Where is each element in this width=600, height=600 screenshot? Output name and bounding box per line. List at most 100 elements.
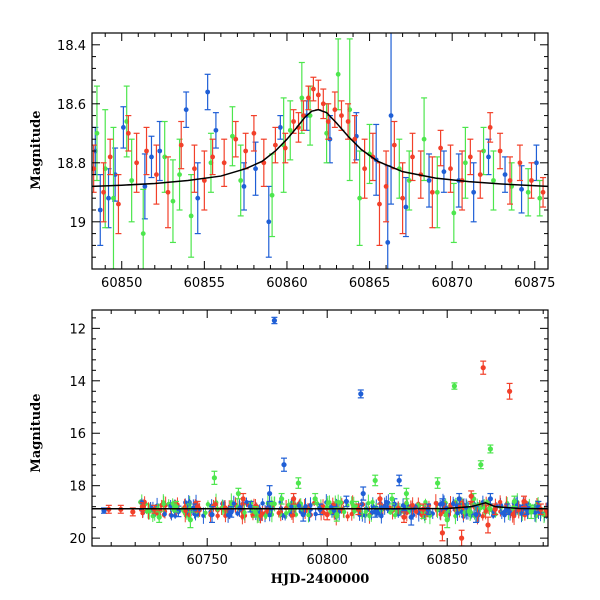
top-data-point (403, 204, 409, 210)
top-data-point (221, 160, 227, 166)
top-data-point (106, 195, 111, 201)
bottom-data-point (156, 514, 162, 520)
bottom-band-point (345, 514, 350, 519)
top-xtick-label: 60865 (349, 276, 390, 291)
top-data-point (170, 198, 176, 204)
top-data-point (299, 95, 305, 101)
top-data-point (230, 133, 235, 139)
top-data-point (481, 148, 486, 154)
top-data-point (525, 189, 531, 195)
bottom-data-point (468, 493, 474, 499)
top-data-point (243, 148, 249, 154)
bottom-band-point (455, 511, 460, 516)
top-data-point (477, 172, 483, 178)
bottom-data-point (451, 383, 457, 389)
top-data-point (410, 154, 415, 160)
top-data-point (177, 172, 182, 178)
top-plot-area (92, 33, 548, 269)
top-xtick-label: 60850 (101, 276, 142, 291)
top-data-point (188, 213, 194, 219)
bottom-band-point (140, 510, 145, 516)
top-data-point (491, 178, 496, 183)
top-data-point (487, 125, 493, 130)
bottom-frame (91, 309, 549, 547)
top-ytick-label: 18.6 (57, 98, 86, 113)
bottom-data-point (389, 496, 395, 502)
bottom-data-point (372, 509, 378, 515)
top-data-point (537, 195, 543, 201)
bottom-band-point (487, 506, 492, 511)
bottom-data-point (235, 490, 241, 497)
bottom-data-point (507, 388, 513, 394)
bottom-band-point (497, 499, 503, 505)
bottom-ytick-label: 20 (69, 532, 86, 547)
bottom-band-point (258, 513, 263, 519)
top-data-point (310, 86, 316, 92)
bottom-data-point (492, 506, 498, 512)
bottom-band-point (433, 500, 439, 506)
top-series-blue (92, 33, 540, 269)
bottom-band-point (296, 503, 302, 508)
bottom-data-point (187, 517, 193, 523)
bottom-band-point (269, 501, 275, 506)
bottom-band-point (423, 499, 428, 505)
top-data-point (451, 210, 457, 216)
bottom-band-point (289, 513, 295, 518)
bottom-data-point (401, 514, 407, 520)
bottom-data-point (487, 446, 493, 452)
top-ytick-label: 19 (69, 216, 86, 231)
bottom-plot-area (92, 316, 548, 546)
top-data-point (253, 166, 258, 172)
bottom-band-point (169, 513, 174, 518)
top-xtick-label: 60855 (184, 276, 225, 291)
top-data-point (486, 154, 491, 160)
top-data-point (448, 166, 453, 172)
bottom-data-point (528, 509, 534, 515)
bottom-xtick-label: 60750 (187, 553, 228, 568)
top-data-point (357, 195, 363, 201)
bottom-band-point (303, 503, 308, 509)
top-data-point (142, 184, 148, 189)
bottom-band-point (359, 502, 364, 507)
top-xtick-label: 60875 (514, 276, 555, 291)
bottom-ytick-label: 14 (69, 375, 86, 390)
top-data-point (269, 192, 275, 198)
top-data-point (291, 119, 296, 124)
top-data-point (205, 89, 211, 95)
top-data-point (534, 160, 539, 166)
top-data-point (400, 195, 406, 201)
bottom-data-point (521, 498, 527, 505)
top-data-point (157, 148, 163, 154)
top-data-point (320, 101, 326, 107)
bottom-data-point (252, 509, 258, 515)
bottom-band-point (231, 501, 236, 506)
top-data-point (120, 125, 126, 130)
top-data-point (391, 142, 397, 148)
top-data-point (335, 71, 341, 77)
bottom-xtick-label: 60850 (427, 553, 468, 568)
bottom-band-point (162, 511, 167, 517)
top-panel: Magnitude 60850 60855 60860 60865 60870 60875… (29, 32, 555, 291)
top-data-point (462, 160, 468, 166)
top-data-point (94, 130, 100, 136)
top-data-point (388, 113, 394, 118)
bottom-data-point (439, 530, 445, 536)
bottom-band-point (213, 501, 218, 507)
bottom-data-point (459, 535, 465, 541)
bottom-data-point (435, 480, 441, 486)
top-data-point (406, 178, 412, 183)
bottom-data-point (408, 514, 414, 520)
bottom-data-point (267, 490, 273, 497)
bottom-band-point (341, 509, 347, 515)
top-data-point (233, 136, 239, 142)
bottom-data-point (312, 496, 318, 502)
top-data-point (507, 178, 513, 183)
bottom-data-point (271, 317, 277, 324)
top-data-point (429, 189, 435, 195)
top-data-point (272, 142, 278, 148)
bottom-xlabel: HJD-2400000 (271, 572, 370, 587)
top-data-point (162, 154, 168, 160)
top-data-point (325, 119, 331, 124)
top-data-point (282, 145, 288, 151)
